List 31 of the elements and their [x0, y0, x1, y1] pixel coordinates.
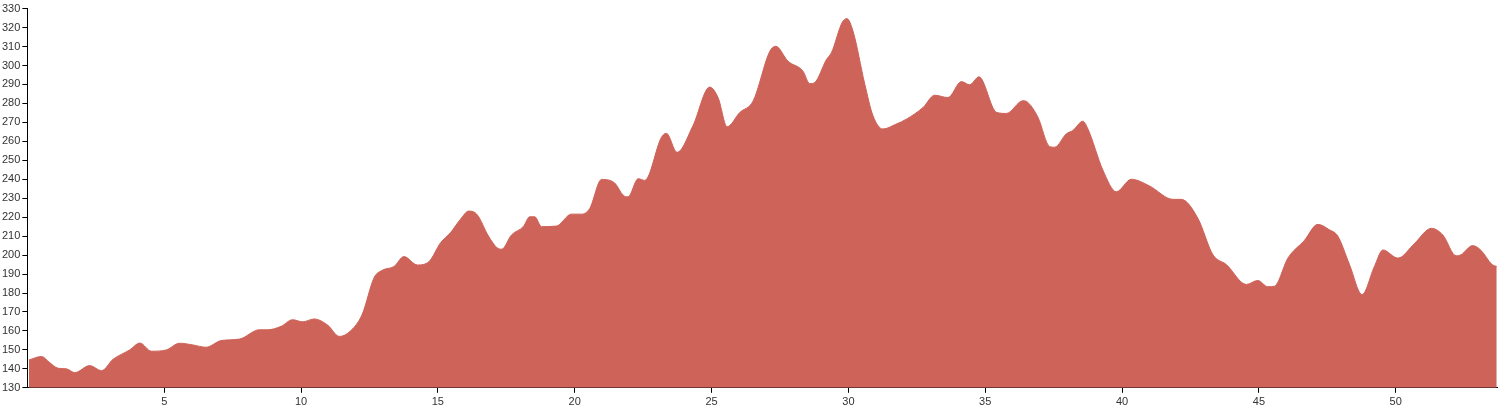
y-tick-label: 190 — [1, 267, 21, 280]
x-tick-label: 50 — [1389, 395, 1402, 408]
y-tick-label: 330 — [1, 1, 21, 14]
y-tick-label: 250 — [1, 153, 21, 166]
y-tick-label: 300 — [1, 58, 21, 71]
y-tick-label: 140 — [1, 361, 21, 374]
y-tick-label: 160 — [1, 323, 21, 336]
y-tick-label: 130 — [1, 380, 21, 393]
x-tick-label: 5 — [161, 395, 168, 408]
y-tick-label: 220 — [1, 210, 21, 223]
x-tick-label: 35 — [979, 395, 992, 408]
x-tick-label: 30 — [842, 395, 855, 408]
x-tick-label: 20 — [568, 395, 581, 408]
y-tick-label: 260 — [1, 134, 21, 147]
y-tick-label: 210 — [1, 229, 21, 242]
y-tick-label: 290 — [1, 77, 21, 90]
y-tick-label: 240 — [1, 172, 21, 185]
y-tick-label: 200 — [1, 248, 21, 261]
x-tick-label: 45 — [1252, 395, 1266, 408]
y-tick-label: 280 — [1, 96, 21, 109]
y-tick-label: 230 — [1, 191, 21, 204]
y-tick-label: 320 — [1, 20, 21, 33]
y-tick-label: 150 — [1, 342, 21, 355]
y-tick-label: 170 — [1, 304, 21, 317]
x-tick-label: 15 — [431, 395, 444, 408]
x-tick-label: 40 — [1115, 395, 1129, 408]
x-tick-label: 25 — [705, 395, 718, 408]
y-tick-label: 310 — [1, 39, 21, 52]
y-tick-label: 180 — [1, 286, 21, 299]
y-tick-label: 270 — [1, 115, 21, 128]
x-tick-label: 10 — [294, 395, 308, 408]
